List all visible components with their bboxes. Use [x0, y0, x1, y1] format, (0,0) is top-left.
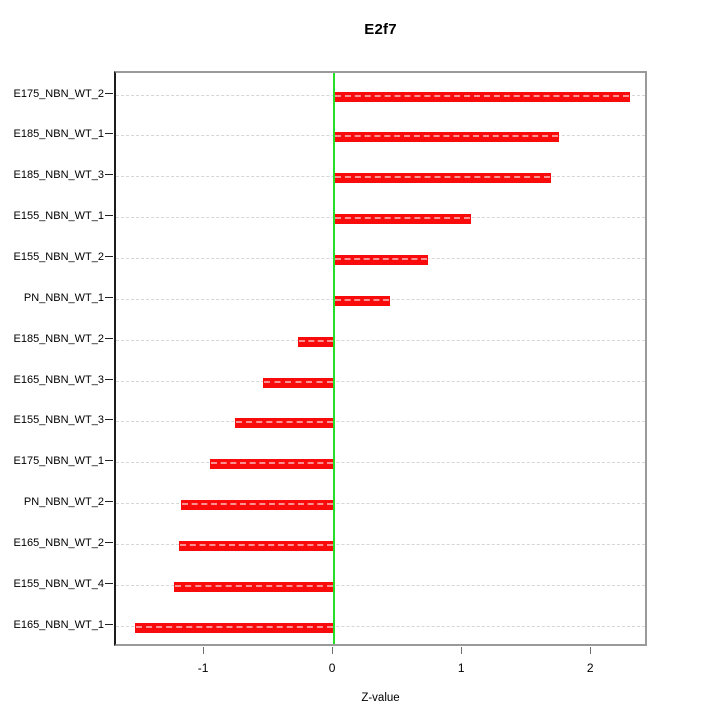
- bar-center-dash: [235, 421, 334, 424]
- y-axis-label: E185_NBN_WT_2: [13, 332, 105, 345]
- bar-center-dash: [335, 176, 550, 179]
- y-axis-label: PN_NBN_WT_2: [23, 496, 104, 509]
- y-axis-label: E165_NBN_WT_3: [13, 373, 105, 386]
- y-axis-label: E155_NBN_WT_1: [13, 210, 105, 223]
- bar: [234, 418, 335, 429]
- gridline: [116, 503, 645, 505]
- y-tick-mark: [105, 623, 113, 625]
- x-tick-label: 0: [328, 661, 336, 675]
- bar: [334, 91, 630, 102]
- x-tick-label: 2: [586, 661, 594, 675]
- y-axis-label: E185_NBN_WT_1: [13, 128, 105, 141]
- x-tick-label: 1: [457, 661, 465, 675]
- bar-center-dash: [335, 135, 558, 138]
- bar-center-dash: [181, 503, 334, 506]
- bar: [297, 336, 335, 347]
- zero-reference-line: [333, 73, 336, 644]
- gridline: [116, 421, 645, 423]
- bar: [334, 132, 559, 143]
- bar: [174, 581, 335, 592]
- y-tick-mark: [105, 92, 113, 94]
- y-axis-label: E165_NBN_WT_2: [13, 537, 105, 550]
- bar: [180, 500, 335, 511]
- bar: [135, 622, 335, 633]
- y-tick-mark: [105, 133, 113, 135]
- bar-center-dash: [180, 544, 334, 547]
- y-axis-label: E155_NBN_WT_2: [13, 250, 105, 263]
- y-axis-label: E175_NBN_WT_1: [13, 455, 105, 468]
- y-tick-mark: [105, 215, 113, 217]
- bar-center-dash: [335, 94, 629, 97]
- y-axis-label: PN_NBN_WT_1: [23, 291, 104, 304]
- y-tick-mark: [105, 460, 113, 462]
- y-tick-mark: [105, 582, 113, 584]
- chart-title: E2f7: [364, 21, 397, 38]
- bar: [210, 459, 335, 470]
- bar-center-dash: [175, 584, 334, 587]
- y-tick-mark: [105, 501, 113, 503]
- bar-center-dash: [298, 339, 334, 342]
- x-tick-mark: [332, 647, 334, 654]
- bar-center-dash: [264, 380, 334, 383]
- bar-center-dash: [335, 257, 428, 260]
- bar: [334, 173, 551, 184]
- y-axis-label: E155_NBN_WT_4: [13, 577, 105, 590]
- y-axis-label: E185_NBN_WT_3: [13, 169, 105, 182]
- y-tick-mark: [105, 419, 113, 421]
- gridline: [116, 339, 645, 341]
- bar-center-dash: [211, 462, 334, 465]
- y-axis-label: E175_NBN_WT_2: [13, 87, 105, 100]
- bar: [334, 214, 471, 225]
- bar-center-dash: [335, 298, 389, 301]
- y-tick-mark: [105, 337, 113, 339]
- y-tick-mark: [105, 296, 113, 298]
- bar: [263, 377, 335, 388]
- bar: [179, 541, 335, 552]
- x-tick-mark: [590, 647, 592, 654]
- gridline: [116, 544, 645, 546]
- bar: [334, 295, 390, 306]
- y-axis-label: E165_NBN_WT_1: [13, 618, 105, 631]
- y-tick-mark: [105, 378, 113, 380]
- y-tick-mark: [105, 542, 113, 544]
- y-axis-label: E155_NBN_WT_3: [13, 414, 105, 427]
- y-tick-mark: [105, 174, 113, 176]
- bar-center-dash: [136, 625, 334, 628]
- x-tick-mark: [203, 647, 205, 654]
- gridline: [116, 380, 645, 382]
- x-axis-title: Z-value: [361, 692, 400, 704]
- bar-center-dash: [335, 217, 470, 220]
- x-tick-mark: [461, 647, 463, 654]
- y-tick-mark: [105, 255, 113, 257]
- plot-area: [114, 71, 647, 646]
- gridline: [116, 462, 645, 464]
- bar: [334, 254, 429, 265]
- x-tick-label: -1: [197, 661, 209, 675]
- gridline: [116, 625, 645, 627]
- gridline: [116, 584, 645, 586]
